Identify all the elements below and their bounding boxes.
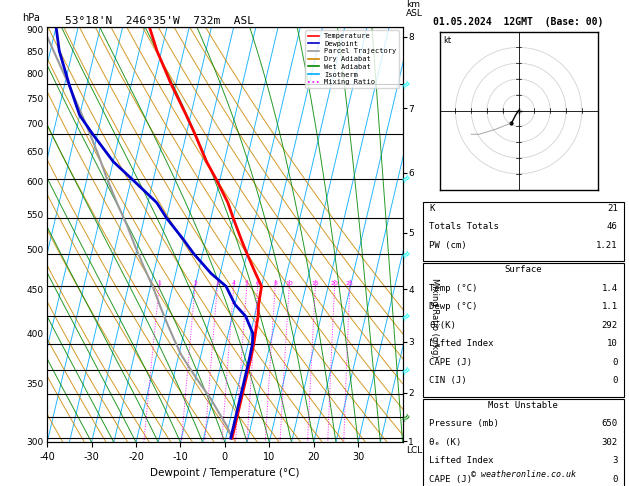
Text: 1.21: 1.21 (596, 241, 618, 250)
Text: kt: kt (443, 36, 451, 45)
Text: 650: 650 (601, 419, 618, 429)
Text: 46: 46 (607, 222, 618, 231)
Text: 500: 500 (26, 246, 43, 256)
Text: 850: 850 (26, 48, 43, 57)
Text: 0: 0 (612, 358, 618, 367)
Legend: Temperature, Dewpoint, Parcel Trajectory, Dry Adiabat, Wet Adiabat, Isotherm, Mi: Temperature, Dewpoint, Parcel Trajectory… (305, 30, 399, 88)
Text: CIN (J): CIN (J) (429, 376, 467, 385)
Text: 20: 20 (331, 281, 338, 286)
Text: 600: 600 (26, 178, 43, 187)
Text: 53°18'N  246°35'W  732m  ASL: 53°18'N 246°35'W 732m ASL (65, 16, 254, 26)
Text: 1.1: 1.1 (601, 302, 618, 312)
Text: 302: 302 (601, 438, 618, 447)
Text: 700: 700 (26, 121, 43, 129)
Text: Totals Totals: Totals Totals (429, 222, 499, 231)
Text: ≈: ≈ (398, 362, 414, 378)
Text: 2: 2 (193, 281, 197, 286)
Text: 450: 450 (26, 286, 43, 295)
Text: ≈: ≈ (398, 408, 414, 425)
Text: © weatheronline.co.uk: © weatheronline.co.uk (471, 469, 576, 479)
Text: Lifted Index: Lifted Index (429, 339, 494, 348)
Text: 15: 15 (311, 281, 320, 286)
Text: 0: 0 (612, 376, 618, 385)
Text: 10: 10 (607, 339, 618, 348)
Text: Pressure (mb): Pressure (mb) (429, 419, 499, 429)
Text: LCL: LCL (406, 447, 422, 455)
Text: 350: 350 (26, 380, 43, 389)
Text: 3: 3 (612, 456, 618, 466)
Text: 0: 0 (612, 475, 618, 484)
Text: 10: 10 (286, 281, 293, 286)
Text: 800: 800 (26, 70, 43, 80)
Text: K: K (429, 204, 435, 213)
Text: 900: 900 (26, 26, 43, 35)
X-axis label: Dewpoint / Temperature (°C): Dewpoint / Temperature (°C) (150, 468, 299, 478)
Text: hPa: hPa (22, 13, 40, 22)
Text: 292: 292 (601, 321, 618, 330)
Text: 4: 4 (231, 281, 236, 286)
Text: 550: 550 (26, 211, 43, 220)
Text: ≈: ≈ (398, 308, 414, 325)
Text: km
ASL: km ASL (406, 0, 423, 18)
Text: CAPE (J): CAPE (J) (429, 358, 472, 367)
Text: 1: 1 (157, 281, 161, 286)
Text: 300: 300 (26, 438, 43, 447)
Text: 750: 750 (26, 95, 43, 104)
Text: 5: 5 (245, 281, 248, 286)
Text: 1.4: 1.4 (601, 284, 618, 293)
Text: 3: 3 (215, 281, 220, 286)
Text: 21: 21 (607, 204, 618, 213)
Text: 400: 400 (26, 330, 43, 339)
Text: ≈: ≈ (398, 76, 414, 93)
Text: 01.05.2024  12GMT  (Base: 00): 01.05.2024 12GMT (Base: 00) (433, 17, 604, 27)
Text: PW (cm): PW (cm) (429, 241, 467, 250)
Text: CAPE (J): CAPE (J) (429, 475, 472, 484)
Text: 8: 8 (273, 281, 277, 286)
Text: θₑ (K): θₑ (K) (429, 438, 461, 447)
Text: Mixing Ratio (g/kg): Mixing Ratio (g/kg) (430, 278, 439, 357)
Text: 650: 650 (26, 148, 43, 157)
Text: 25: 25 (346, 281, 353, 286)
Text: Surface: Surface (504, 265, 542, 275)
Text: Most Unstable: Most Unstable (488, 401, 559, 410)
Text: ≈: ≈ (398, 245, 414, 262)
Text: Temp (°C): Temp (°C) (429, 284, 477, 293)
Text: θₑ(K): θₑ(K) (429, 321, 456, 330)
Text: ≈: ≈ (398, 170, 414, 187)
Text: Lifted Index: Lifted Index (429, 456, 494, 466)
Text: 6: 6 (256, 281, 260, 286)
Text: Dewp (°C): Dewp (°C) (429, 302, 477, 312)
